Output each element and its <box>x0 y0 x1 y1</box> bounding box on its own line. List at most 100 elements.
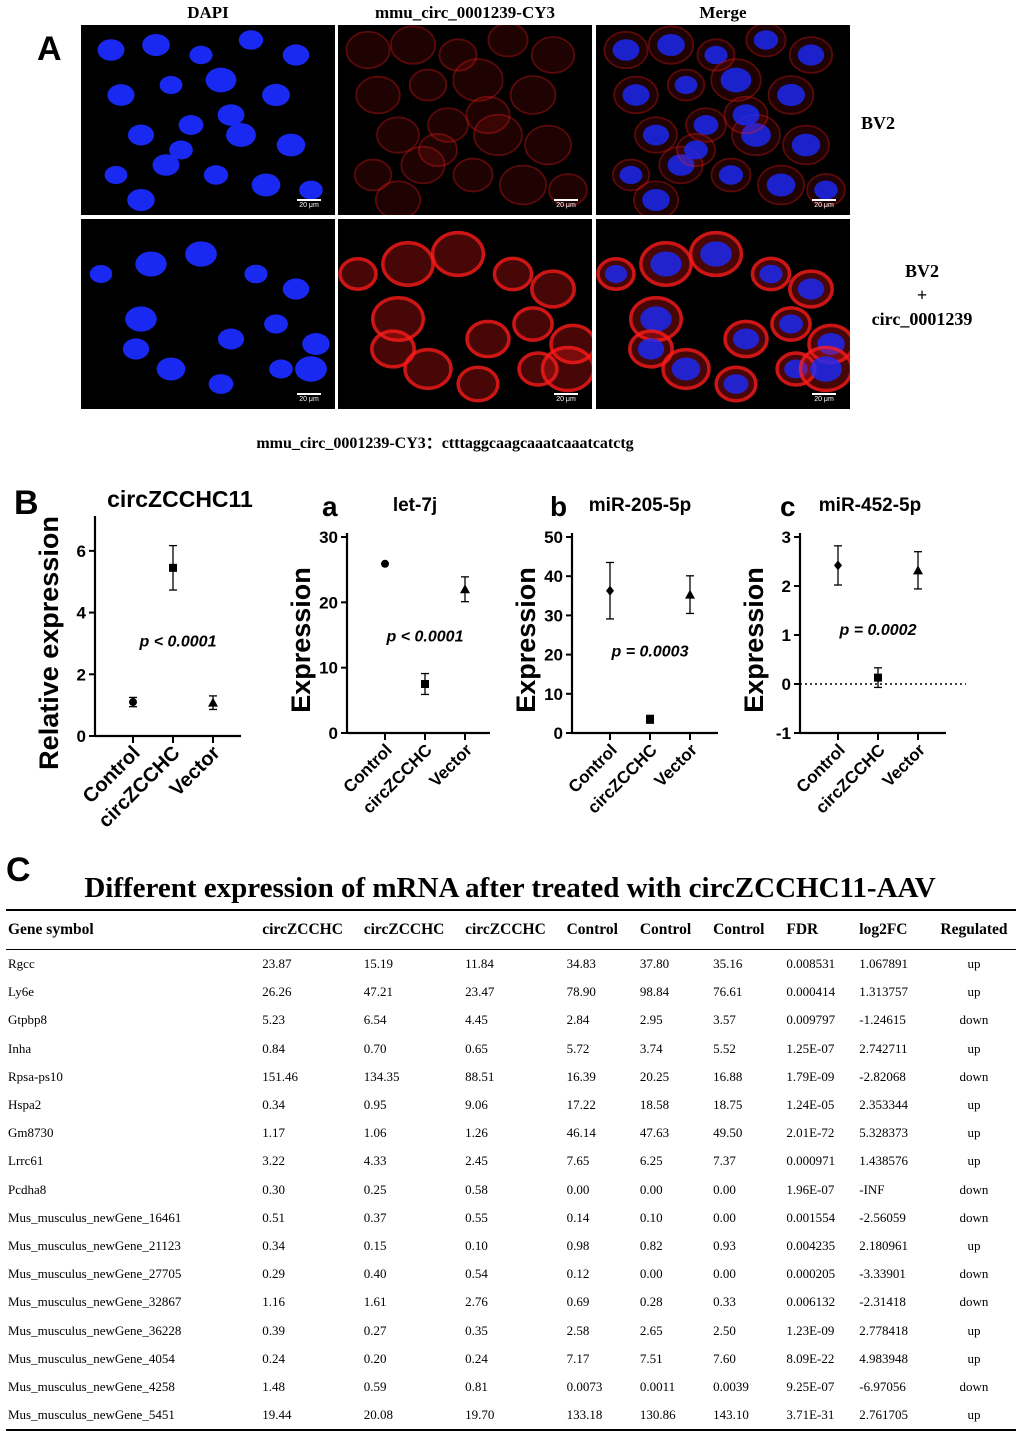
table-cell: down <box>959 1068 989 1084</box>
table-cell: 1.61 <box>363 1294 387 1310</box>
p-value-annotation: p = 0.0003 <box>611 644 689 661</box>
table-header-cell: circZCCHC <box>361 909 464 950</box>
table-cell: 4.983948 <box>859 1350 909 1366</box>
table-row: Mus_musculus_newGene_36228 0.39 0.27 0.35 2.… <box>6 1316 1016 1344</box>
table-cell: 0.24 <box>465 1350 488 1366</box>
y-axis-label: Relative expression <box>34 516 64 770</box>
y-tick-label: 3 <box>782 528 791 547</box>
table-cell: 0.14 <box>566 1209 590 1225</box>
table-cell: 3.71E-31 <box>784 1401 858 1431</box>
table-row: Hspa2 0.34 0.95 9.06 17.22 18.58 18.75 1.24E-05… <box>6 1091 1016 1119</box>
data-point <box>129 698 137 707</box>
table-cell: 2.58 <box>566 1322 590 1338</box>
table-cell: 0.009797 <box>786 1012 836 1028</box>
chart-title: circZCCHC11 <box>107 486 253 512</box>
y-tick-label: 20 <box>319 593 338 612</box>
table-cell: 46.14 <box>566 1125 596 1141</box>
chart-title: let-7j <box>393 495 437 516</box>
table-row: Pcdha8 0.30 0.25 0.58 0.00 0.00 0.00 1.96E-07 -I… <box>6 1176 1016 1204</box>
table-cell: 0.95 <box>363 1097 387 1113</box>
table-cell: up <box>967 1350 981 1366</box>
gene-symbol-cell: Hspa2 <box>8 1097 42 1113</box>
table-cell: 1.16 <box>262 1294 285 1310</box>
table-cell: -6.97056 <box>859 1378 906 1394</box>
micrograph-cy3-row2: 20 μm <box>338 219 592 409</box>
table-cell: 0.65 <box>465 1040 488 1056</box>
data-point <box>874 673 882 682</box>
chart-panel-label: b <box>550 491 567 522</box>
micrograph-merge-row2: 20 μm <box>596 219 850 409</box>
table-row: Mus_musculus_newGene_4258 1.48 0.59 0.81 0.0… <box>6 1373 1016 1401</box>
table-cell: 0.0011 <box>639 1378 676 1394</box>
table-cell: -1.24615 <box>859 1012 906 1028</box>
table-cell: 18.58 <box>639 1097 670 1113</box>
table-cell: 0.33 <box>713 1294 736 1310</box>
row-label-line: BV2 <box>904 261 939 281</box>
y-tick-label: 10 <box>544 685 563 704</box>
table-cell: 2.95 <box>639 1012 663 1028</box>
table-cell: 16.39 <box>566 1068 596 1084</box>
table-cell: 2.84 <box>566 1012 590 1028</box>
y-tick-label: 50 <box>544 528 563 547</box>
table-cell: down <box>959 1181 989 1197</box>
table-cell: 0.93 <box>713 1237 736 1253</box>
table-cell: 34.83 <box>566 956 596 972</box>
table-row: Lrrc61 3.22 4.33 2.45 7.65 6.25 7.37 0.000971 1.… <box>6 1147 1016 1175</box>
table-cell: 26.26 <box>262 984 292 1000</box>
table-cell: 20.08 <box>361 1401 464 1431</box>
panel-letter-b: B <box>14 484 39 522</box>
gene-symbol-cell: Ly6e <box>8 984 34 1000</box>
table-cell: 0.37 <box>363 1209 387 1225</box>
expression-table: Gene symbol circZCCHC circZCCHC circZCCHC Co… <box>6 909 1016 1431</box>
y-tick-label: 0 <box>77 727 86 746</box>
gene-symbol-cell: Mus_musculus_newGene_32867 <box>8 1294 182 1310</box>
table-row: Mus_musculus_newGene_5451 19.44 20.08 19.70… <box>6 1401 1016 1431</box>
micrograph-dapi-row2: 20 μm <box>81 219 335 409</box>
row-label-line: + <box>916 285 928 305</box>
table-cell: -2.82068 <box>859 1068 906 1084</box>
table-cell: 130.86 <box>637 1401 712 1431</box>
chart-title: miR-452-5p <box>819 495 921 516</box>
table-cell: 0.000414 <box>786 984 836 1000</box>
table-cell: 0.00 <box>713 1266 736 1282</box>
table-cell: 1.438576 <box>859 1153 909 1169</box>
gene-symbol-cell: Mus_musculus_newGene_36228 <box>8 1322 182 1338</box>
scale-bar: 20 μm <box>297 199 321 209</box>
data-point <box>460 584 470 594</box>
table-cell: 2.76 <box>465 1294 488 1310</box>
table-cell: 35.16 <box>713 956 743 972</box>
x-tick-label: Vector <box>879 740 929 790</box>
table-cell: 1.067891 <box>859 956 909 972</box>
table-cell: up <box>967 1153 981 1169</box>
table-cell: 2.45 <box>465 1153 488 1169</box>
table-cell: -2.31418 <box>859 1294 906 1310</box>
micrograph-dapi-row1: 20 μm <box>81 25 335 215</box>
table-cell: 2.50 <box>713 1322 736 1338</box>
table-cell: 4.33 <box>363 1153 387 1169</box>
table-cell: 0.34 <box>262 1237 285 1253</box>
y-tick-label: -1 <box>776 724 791 743</box>
table-cell: 2.778418 <box>859 1322 909 1338</box>
table-cell: 88.51 <box>465 1068 495 1084</box>
table-cell: up <box>967 1040 981 1056</box>
y-tick-label: 20 <box>544 646 563 665</box>
table-cell: 1.79E-09 <box>786 1068 835 1084</box>
gene-symbol-cell: Mus_musculus_newGene_21123 <box>8 1237 181 1253</box>
table-cell: 11.84 <box>465 956 494 972</box>
table-cell: 37.80 <box>639 956 670 972</box>
scale-bar: 20 μm <box>812 393 836 403</box>
table-cell: up <box>967 1237 981 1253</box>
table-cell: 0.000205 <box>786 1266 836 1282</box>
y-tick-label: 0 <box>329 724 338 743</box>
micrograph-merge-row1: 20 μm <box>596 25 850 215</box>
gene-symbol-cell: Rgcc <box>8 956 35 972</box>
table-cell: 151.46 <box>262 1068 298 1084</box>
chart-title: miR-205-5p <box>589 495 691 516</box>
table-cell: 1.23E-09 <box>786 1322 835 1338</box>
table-cell: 1.24E-05 <box>786 1097 835 1113</box>
table-cell: 5.328373 <box>859 1125 909 1141</box>
table-cell: 0.54 <box>465 1266 488 1282</box>
table-cell: 0.24 <box>262 1350 285 1366</box>
gene-symbol-cell: Mus_musculus_newGene_5451 <box>6 1401 261 1431</box>
